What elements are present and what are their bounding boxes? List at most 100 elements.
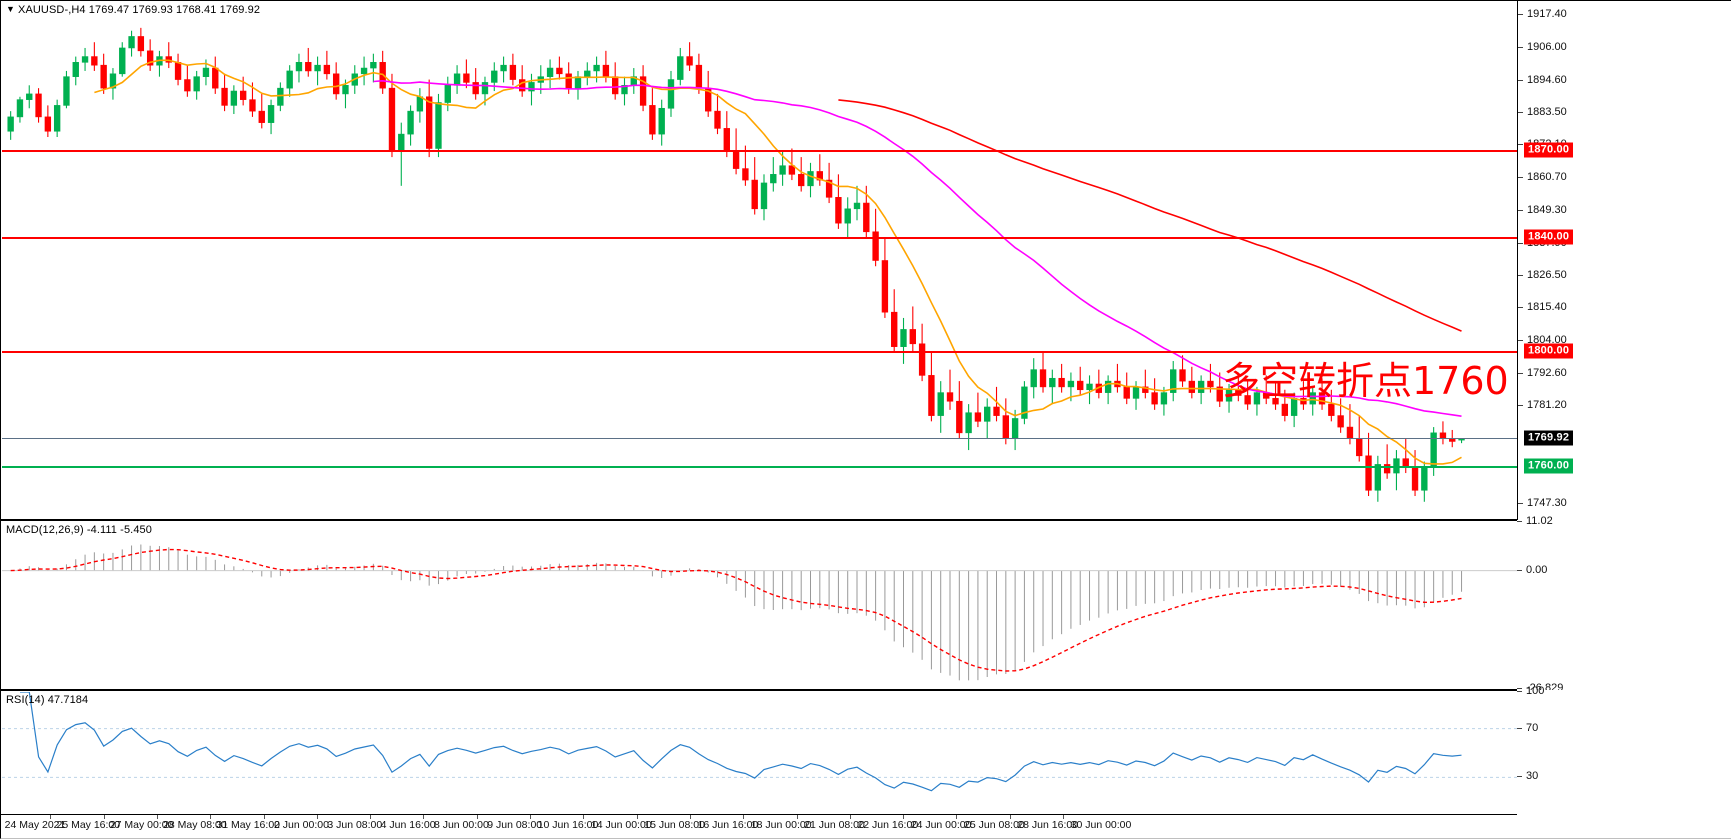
macd-tick (1517, 569, 1522, 571)
time-tick (583, 815, 585, 819)
price-tick-label: 1849.30 (1527, 203, 1567, 216)
price-tick-label: 1883.50 (1527, 105, 1567, 118)
macd-scale-label: 11.02 (1526, 515, 1553, 527)
time-axis-label: 24 May 2021 (4, 819, 66, 831)
time-tick (796, 815, 798, 819)
time-tick (530, 815, 531, 819)
price-badge-1870-00[interactable]: 1870.00 (1524, 142, 1574, 158)
time-tick (156, 815, 158, 819)
price-panel: ▼ XAUUSD-,H4 1769.47 1769.93 1768.41 1769… (0, 0, 1731, 521)
level-line-support-1760[interactable] (2, 466, 1518, 469)
symbol-header: ▼ XAUUSD-,H4 1769.47 1769.93 1768.41 1769… (6, 4, 260, 16)
price-scale[interactable]: 1917.401906.001894.601883.501872.101860.… (1518, 1, 1731, 521)
price-badge-1769-92[interactable]: 1769.92 (1524, 430, 1574, 446)
time-tick (370, 815, 372, 819)
rsi-scale: 100 70 30 (1517, 685, 1731, 815)
macd-scale-label: 0.00 (1526, 563, 1548, 576)
price-badge-1800-00[interactable]: 1800.00 (1524, 343, 1574, 359)
price-tick-label: 1894.60 (1527, 73, 1567, 86)
time-tick (903, 815, 905, 819)
time-axis[interactable]: 24 May 2021 25 May 16:00 27 May 00:00 28 Ma… (0, 815, 1731, 839)
price-tick-label: 1826.50 (1527, 269, 1567, 282)
price-tick-label: 1815.40 (1527, 301, 1567, 314)
price-tick-label: 1917.40 (1527, 8, 1567, 21)
level-line-current-price[interactable] (2, 437, 1518, 439)
macd-plot-area[interactable] (2, 522, 1518, 689)
time-axis-label: 4 Jun 16:00 (380, 819, 436, 831)
level-line-resistance-1870[interactable] (2, 150, 1518, 153)
chart-annotation-label: 多空转折点1760 (1222, 359, 1509, 403)
rsi-header: RSI(14) 47.7184 (6, 694, 89, 706)
price-tick (1518, 405, 1523, 407)
time-axis-label: 27 May 00:00 (109, 819, 174, 831)
macd-tick (1517, 521, 1522, 522)
macd-header: MACD(12,26,9) -4.111 -5.450 (6, 524, 152, 536)
time-axis-label: 3 Jun 08:00 (327, 819, 383, 831)
price-tick (1518, 14, 1523, 16)
price-tick (1518, 242, 1523, 244)
price-tick (1518, 339, 1523, 341)
price-tick (1518, 111, 1523, 113)
rsi-tick (1517, 691, 1522, 692)
symbol-header-text: XAUUSD-,H4 1769.47 1769.93 1768.41 1769.… (18, 4, 261, 16)
price-tick (1518, 372, 1523, 374)
time-tick (636, 815, 638, 819)
time-axis-label: 18 Jun 00:00 (750, 819, 812, 831)
price-tick (1518, 307, 1523, 309)
time-axis-label: 24 Jun 00:00 (910, 819, 972, 831)
rsi-plot-area[interactable] (2, 692, 1518, 814)
price-scale-separator (1517, 1, 1518, 519)
time-tick (1009, 815, 1011, 819)
time-axis-label: 28 May 08:00 (163, 819, 227, 831)
price-tick (1518, 275, 1523, 277)
price-badge-1840-00[interactable]: 1840.00 (1524, 229, 1574, 245)
time-axis-label: 14 Jun 00:00 (590, 819, 652, 831)
time-axis-label: 15 Jun 08:00 (644, 819, 705, 831)
time-axis-label: 25 May 16:00 (56, 819, 121, 831)
time-tick (849, 815, 851, 819)
time-axis-label: 10 Jun 16:00 (537, 819, 599, 831)
rsi-tick (1517, 727, 1522, 729)
price-badge-1760-00[interactable]: 1760.00 (1524, 458, 1574, 474)
price-tick (1518, 79, 1523, 81)
level-line-resistance-1800[interactable] (2, 351, 1518, 354)
rsi-scale-label: 30 (1526, 770, 1539, 783)
time-tick (316, 815, 318, 819)
time-tick (423, 815, 425, 819)
time-tick (50, 815, 52, 819)
time-tick (743, 815, 745, 819)
time-axis-label: 28 Jun 16:00 (1017, 819, 1079, 831)
time-tick (1063, 815, 1064, 819)
time-tick (103, 815, 105, 819)
time-tick (689, 815, 691, 819)
price-tick-label: 1747.30 (1527, 496, 1567, 509)
time-tick (210, 815, 212, 819)
time-axis-label: 21 Jun 08:00 (804, 819, 865, 831)
macd-canvas (2, 544, 1518, 681)
rsi-tick (1517, 776, 1522, 778)
rsi-scale-label: 100 (1526, 685, 1545, 697)
time-axis-label: 30 Jun 00:00 (1070, 819, 1132, 831)
macd-tick (1517, 688, 1522, 689)
price-tick-label: 1906.00 (1527, 40, 1567, 53)
price-tick (1518, 46, 1523, 48)
macd-scale: 11.02 0.00 -26.829 (1517, 515, 1731, 694)
rsi-panel: RSI(14) 47.7184 (0, 690, 1731, 815)
price-tick (1518, 209, 1523, 211)
time-tick (476, 815, 478, 819)
price-tick-label: 1792.60 (1527, 366, 1567, 379)
price-tick (1518, 177, 1523, 179)
time-axis-label: 25 Jun 08:00 (964, 819, 1025, 831)
candlestick-canvas (7, 27, 1465, 502)
time-axis-label: 8 Jun 00:00 (433, 819, 489, 831)
price-tick-label: 1804.00 (1527, 333, 1567, 346)
macd-panel: MACD(12,26,9) -4.111 -5.450 (0, 520, 1731, 690)
price-tick (1518, 144, 1523, 146)
price-plot-area[interactable] (2, 2, 1518, 519)
time-axis-label: 22 Jun 16:00 (857, 819, 919, 831)
time-tick (263, 815, 265, 819)
collapse-caret-icon[interactable]: ▼ (6, 4, 16, 14)
price-tick-label: 1781.20 (1527, 399, 1567, 412)
price-tick-label: 1860.70 (1527, 171, 1567, 184)
level-line-resistance-1840[interactable] (2, 236, 1518, 239)
